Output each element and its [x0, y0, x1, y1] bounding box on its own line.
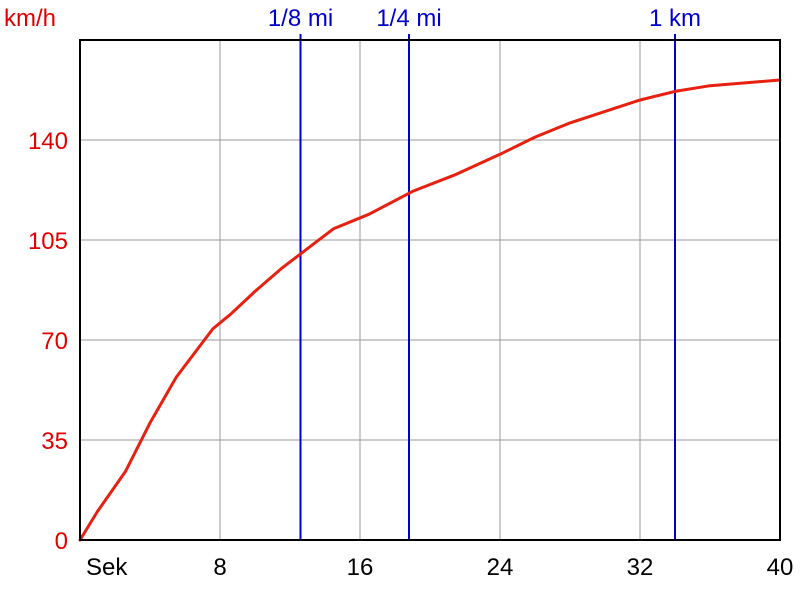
speed-series-line: [78, 78, 782, 542]
x-tick-label: 16: [347, 554, 374, 581]
x-tick-labels: 8 16 24 32 40: [213, 554, 793, 581]
y-tick-label: 35: [41, 428, 68, 455]
y-tick-label: 70: [41, 328, 68, 355]
x-axis-label: Sek: [86, 554, 128, 581]
y-axis-label: km/h: [4, 5, 56, 32]
y-tick-label: 105: [28, 228, 68, 255]
distance-marker-label: 1/8 mi: [268, 5, 333, 32]
y-tick-label: 140: [28, 128, 68, 155]
y-tick-label: 0: [55, 528, 68, 555]
distance-markers: 1/8 mi 1/4 mi 1 km: [268, 5, 701, 540]
plot-frame: [79, 39, 781, 541]
x-tick-label: 24: [487, 554, 514, 581]
x-tick-label: 40: [767, 554, 794, 581]
y-tick-labels: 0 35 70 105 140: [28, 128, 68, 555]
distance-marker-label: 1/4 mi: [376, 5, 441, 32]
x-tick-label: 32: [627, 554, 654, 581]
distance-marker-label: 1 km: [649, 5, 701, 32]
x-tick-label: 8: [213, 554, 226, 581]
